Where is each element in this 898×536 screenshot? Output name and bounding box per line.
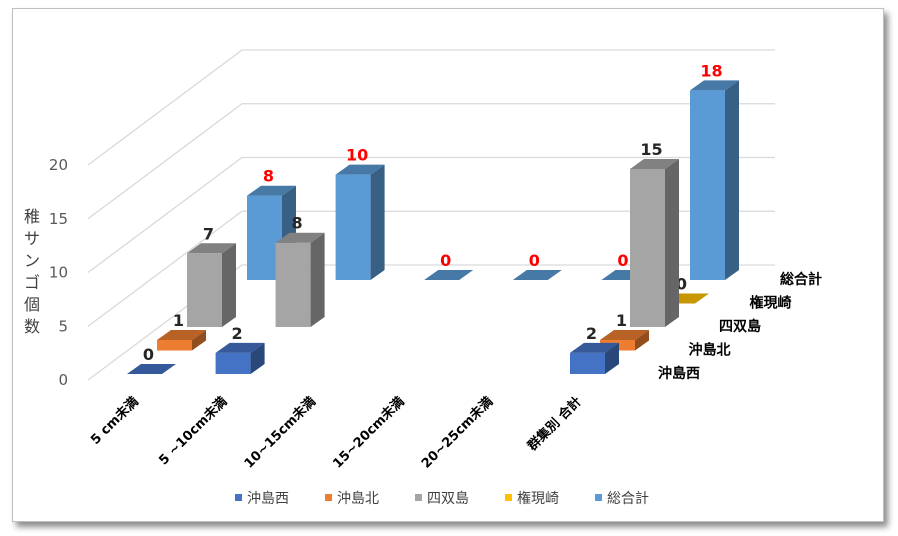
- bar-top: [512, 270, 562, 280]
- bar-front: [335, 174, 371, 280]
- y-axis-title-char: 数: [24, 317, 40, 336]
- bar-front: [215, 352, 251, 374]
- data-label: 0: [440, 251, 451, 270]
- data-label: 0: [617, 251, 628, 270]
- bar-side: [310, 232, 325, 327]
- bar-top: [690, 80, 739, 91]
- bar-top: [187, 243, 236, 254]
- legend-swatch: [235, 494, 242, 501]
- category-label: 5 ~10cm未満: [156, 394, 231, 469]
- legend-label: 権現崎: [517, 490, 559, 507]
- gridline: [87, 156, 775, 274]
- category-label: 15~20cm未満: [330, 394, 408, 472]
- data-label: 1: [173, 311, 184, 330]
- series-axis-label: 四双島: [719, 318, 761, 335]
- y-tick-label: 15: [49, 210, 68, 228]
- series-axis-label: 沖島北: [689, 342, 731, 359]
- category-label: 5 cm未満: [88, 394, 142, 448]
- category-label: 10~15cm未満: [241, 394, 319, 472]
- y-tick-label: 0: [58, 371, 68, 389]
- bar-top: [247, 185, 296, 196]
- bar-side: [635, 329, 649, 351]
- y-tick-label: 20: [49, 156, 68, 174]
- data-label: 2: [232, 324, 243, 343]
- bar-front: [690, 90, 725, 281]
- legend-label: 沖島北: [337, 491, 379, 507]
- y-axis-title-char: サ: [24, 229, 40, 248]
- series-axis-label: 権現崎: [750, 295, 792, 312]
- y-axis-title-char: ン: [24, 251, 40, 270]
- bar-side: [725, 80, 739, 281]
- bar-top: [335, 164, 385, 175]
- y-tick-label: 10: [49, 264, 68, 282]
- data-label: 7: [203, 224, 214, 243]
- gridline: [87, 49, 775, 166]
- y-axis-title-char: ゴ: [24, 273, 40, 292]
- bar-side: [192, 329, 206, 351]
- gridline: [87, 210, 775, 327]
- data-label: 0: [676, 275, 687, 294]
- category-label: 群集別 合計: [524, 394, 584, 454]
- y-tick-label: 5: [58, 317, 68, 335]
- y-axis-title-char: 稚: [24, 207, 40, 226]
- bar-top: [424, 270, 474, 280]
- data-label: 0: [529, 251, 540, 270]
- data-label: 8: [263, 167, 274, 186]
- data-label: 2: [586, 324, 597, 343]
- legend-swatch: [415, 494, 422, 501]
- gridline: [87, 264, 775, 381]
- legend-label: 沖島西: [247, 491, 289, 507]
- y-axis-title-char: 個: [24, 295, 40, 314]
- bar-top: [570, 342, 619, 353]
- bar-top: [157, 329, 206, 340]
- data-label: 10: [346, 146, 368, 165]
- category-label: 20~25cm未満: [418, 394, 496, 472]
- bar-top: [630, 158, 679, 169]
- bar-top: [127, 364, 176, 374]
- bar-front: [630, 168, 665, 327]
- legend-label: 総合計: [607, 491, 649, 507]
- gridline: [87, 103, 775, 220]
- data-label: 18: [700, 61, 722, 80]
- series-axis-label: 総合計: [780, 271, 822, 288]
- bar-side: [370, 164, 385, 280]
- legend-label: 四双島: [427, 491, 469, 507]
- data-label: 1: [616, 311, 627, 330]
- bar-side: [665, 158, 679, 327]
- bar-front: [187, 253, 222, 327]
- data-label: 0: [143, 345, 154, 364]
- legend-swatch: [325, 494, 332, 501]
- legend-swatch: [505, 494, 512, 501]
- bar-side: [250, 342, 265, 374]
- bar-front: [275, 242, 311, 327]
- bar-front: [570, 352, 605, 374]
- bar-front: [157, 339, 192, 351]
- bar-side: [605, 342, 619, 374]
- data-label: 15: [640, 140, 662, 159]
- bar-top: [600, 329, 649, 340]
- data-label: 8: [292, 214, 303, 233]
- series-axis-label: 沖島西: [658, 365, 700, 382]
- bar-top: [275, 232, 325, 243]
- legend-swatch: [595, 494, 602, 501]
- bar-side: [222, 243, 236, 327]
- bar-top: [215, 342, 265, 353]
